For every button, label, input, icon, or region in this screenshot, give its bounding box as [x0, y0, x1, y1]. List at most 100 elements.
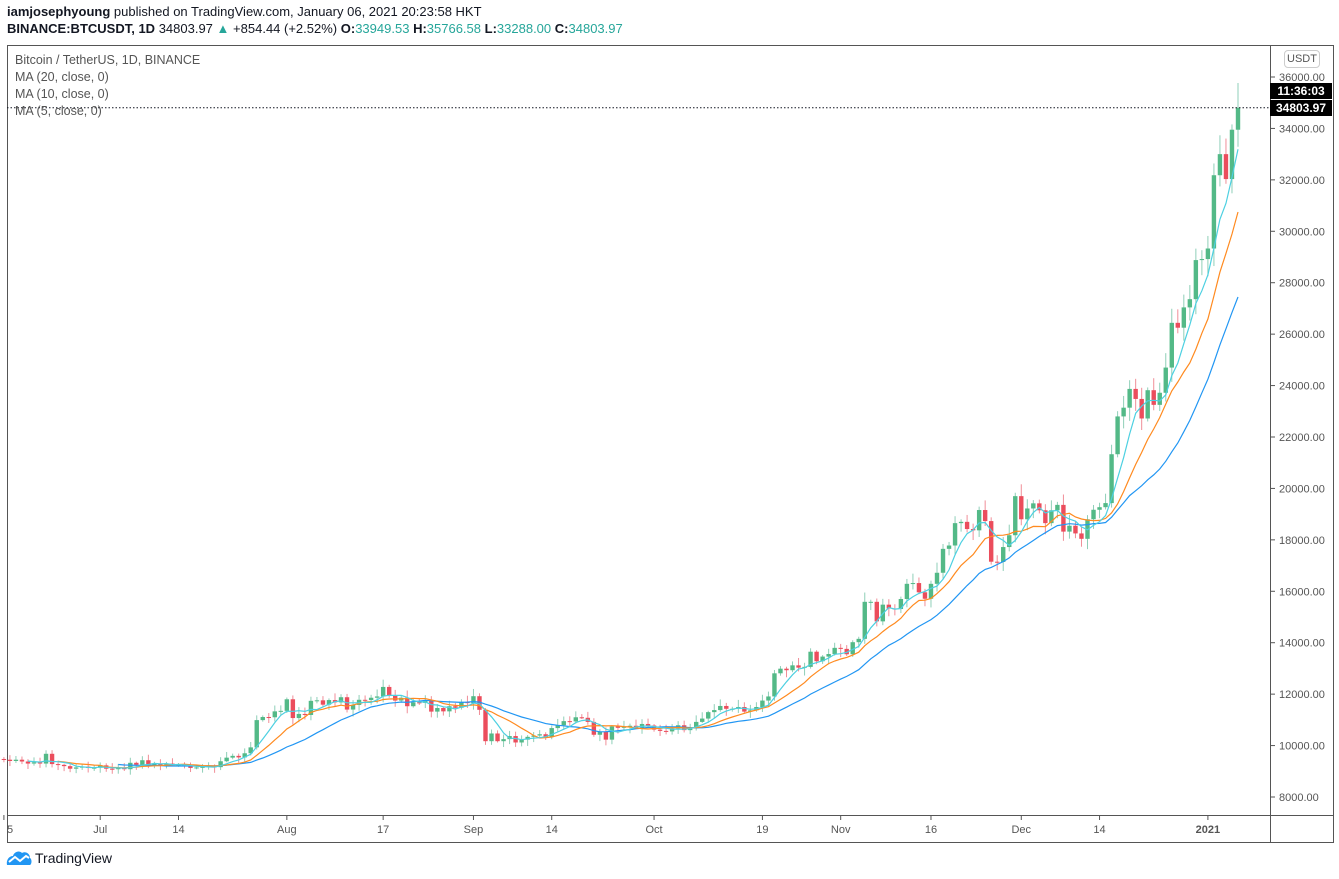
candle [988, 517, 994, 565]
candle [411, 697, 416, 708]
candle-body [1055, 504, 1060, 511]
price-tick-label: 34000.00 [1279, 123, 1325, 135]
candle [892, 604, 898, 616]
ohlc-header: BINANCE:BTCUSDT, 1D 34803.97 ▲ +854.44 (… [7, 21, 623, 36]
candle [1157, 382, 1162, 412]
candle [995, 555, 1000, 571]
candle [609, 725, 615, 745]
candle [760, 694, 765, 713]
candle-body [55, 764, 61, 766]
candle [158, 759, 163, 771]
candle-body [471, 696, 476, 704]
candle-body [13, 759, 19, 761]
candle [254, 715, 259, 750]
candle [1145, 387, 1150, 422]
tradingview-logo[interactable]: TradingView [6, 850, 112, 866]
candle [248, 741, 253, 756]
candle-body [1, 758, 7, 760]
price-tick-label: 16000.00 [1279, 586, 1325, 598]
candle [838, 643, 843, 658]
candle-body [796, 665, 801, 668]
candle [260, 715, 265, 722]
tradingview-cloud-icon [6, 851, 32, 865]
candle-body [663, 730, 669, 732]
candle-body [513, 736, 518, 743]
candle-body [922, 592, 928, 599]
close-value: 34803.97 [568, 21, 623, 36]
candle-body [694, 721, 699, 729]
candle [844, 645, 849, 656]
candle-body [1211, 175, 1217, 249]
publish-info: iamjosephyoung published on TradingView.… [7, 4, 482, 19]
candle [814, 650, 819, 665]
candle-body [669, 728, 675, 732]
candle-body [146, 760, 151, 766]
author[interactable]: iamjosephyoung [7, 4, 111, 19]
candle [820, 655, 825, 664]
candle [501, 734, 506, 748]
candle-body [1205, 248, 1211, 260]
price-tick-label: 32000.00 [1279, 175, 1325, 187]
candle-body [37, 762, 43, 764]
candle-body [621, 726, 627, 728]
candle [772, 669, 777, 701]
candle-body [826, 654, 831, 657]
candle [1223, 138, 1229, 184]
candle [110, 763, 115, 774]
candle [1151, 378, 1156, 411]
candle-body [483, 709, 488, 742]
legend-ma20[interactable]: MA (20, close, 0) [15, 70, 109, 84]
candle [712, 704, 717, 719]
price-tick-label: 14000.00 [1279, 638, 1325, 650]
candle [1133, 378, 1138, 411]
candle-body [374, 696, 380, 698]
last-price-label: 34803.97 [1270, 99, 1332, 116]
candle [976, 506, 982, 537]
currency-button[interactable]: USDT [1284, 50, 1320, 68]
candle-body [254, 720, 259, 748]
candle-body [1067, 525, 1072, 532]
candle-body [874, 601, 879, 622]
candle [19, 756, 25, 765]
candle [567, 716, 572, 727]
legend-ma5[interactable]: MA (5, close, 0) [15, 104, 102, 118]
candle [597, 729, 603, 742]
candle-body [1145, 390, 1150, 419]
candle-body [278, 710, 284, 712]
candle-body [1133, 388, 1138, 399]
candle-body [988, 521, 994, 562]
price-change: +854.44 (+2.52%) [233, 21, 338, 36]
candle [224, 751, 229, 763]
candle-body [832, 647, 837, 655]
candle-body [272, 711, 277, 718]
candle-body [1139, 398, 1144, 419]
candle-body [441, 708, 446, 712]
ma5-line [27, 149, 1239, 769]
candle-body [380, 686, 386, 697]
candle [1, 757, 7, 763]
candle-body [982, 510, 988, 522]
legend-ma10[interactable]: MA (10, close, 0) [15, 87, 109, 101]
candle [718, 699, 723, 712]
candle-body [128, 762, 133, 770]
candle [1103, 493, 1108, 510]
candle-body [603, 731, 609, 740]
candle [242, 748, 247, 762]
candle [1043, 504, 1048, 535]
candle [573, 711, 578, 724]
high-value: 35766.58 [426, 21, 482, 36]
candle-body [910, 583, 916, 585]
candle-body [308, 700, 314, 715]
time-tick-label: Nov [831, 824, 851, 836]
candle-body [718, 705, 723, 711]
legend-title[interactable]: Bitcoin / TetherUS, 1D, BINANCE [15, 53, 201, 67]
candle-body [435, 708, 440, 712]
countdown-label: 11:36:03 [1270, 82, 1332, 99]
candle-body [712, 710, 717, 713]
candle [1169, 308, 1174, 382]
candle-body [230, 755, 235, 758]
candle [1079, 527, 1084, 547]
candle [43, 750, 49, 768]
candle [591, 718, 597, 737]
